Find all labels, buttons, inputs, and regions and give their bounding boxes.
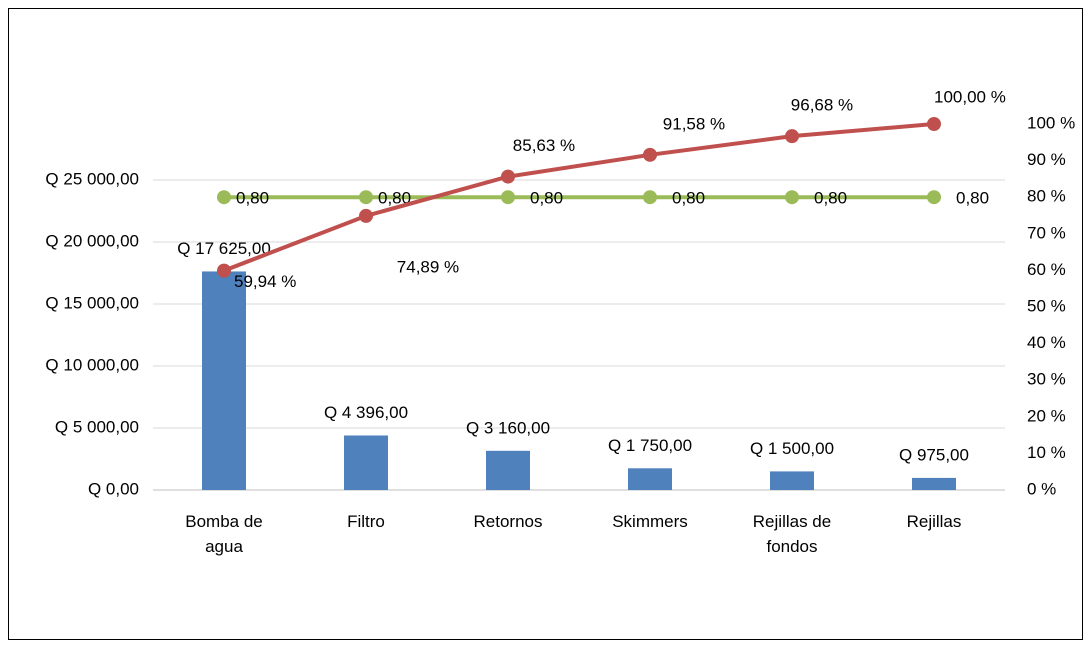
line-value-label: 74,89 % [397,257,459,276]
y2-tick-label: 30 % [1027,370,1066,389]
line-value-label: 0,80 [814,189,847,208]
line-value-label: 85,63 % [513,136,575,155]
line-point [501,190,515,205]
y-tick-label: Q 15 000,00 [45,293,139,312]
line-value-label: 0,80 [236,189,269,208]
bar-value-label: Q 17 625,00 [177,239,271,258]
y-tick-label: Q 10 000,00 [45,355,139,374]
y2-tick-label: 50 % [1027,296,1066,315]
line-point [501,169,515,184]
y-tick-label: Q 5 000,00 [55,417,139,436]
x-tick-label: Filtro [347,512,385,531]
y2-tick-label: 0 % [1027,479,1056,498]
y-tick-label: Q 0,00 [88,479,139,498]
y2-tick-label: 60 % [1027,260,1066,279]
bar [344,435,388,490]
bar [912,477,956,490]
y2-tick-label: 70 % [1027,223,1066,242]
x-tick-label: Retornos [473,512,543,531]
line-point [785,129,799,144]
x-tick-label: Rejillas [906,512,962,531]
line-series [223,122,935,273]
y-tick-label: Q 20 000,00 [45,231,139,250]
bar [486,450,530,490]
chart-border [8,8,1083,640]
line-value-label: 0,80 [530,189,563,208]
line-point [359,208,373,223]
line-point [359,190,373,205]
bar-value-label: Q 4 396,00 [324,403,408,422]
bar [202,271,246,490]
x-tick-label: Rejillas de fondos [752,512,832,556]
bar-value-label: Q 1 750,00 [608,436,692,455]
y2-tick-label: 100 % [1027,113,1075,132]
bar [628,468,672,490]
line-point [643,147,657,162]
bar-value-label: Q 1 500,00 [750,439,834,458]
line-point [643,190,657,205]
bar-value-label: Q 975,00 [899,445,969,464]
x-tick-label: Bomba de agua [185,512,263,556]
line-point [785,190,799,205]
line-point [217,190,231,205]
line-value-label: 100,00 % [934,87,1006,106]
y2-tick-label: 10 % [1027,443,1066,462]
line-value-label: 0,80 [672,189,705,208]
line-point [927,117,941,131]
x-tick-label: Skimmers [612,512,688,531]
line-value-label: 0,80 [378,189,411,208]
y-tick-label: Q 25 000,00 [45,169,139,188]
line-value-label: 96,68 % [791,96,853,115]
y2-tick-label: 40 % [1027,333,1066,352]
line-value-label: 0,80 [956,189,989,208]
y2-tick-label: 20 % [1027,406,1066,425]
y2-tick-label: 90 % [1027,150,1066,169]
line-value-label: 59,94 % [234,272,296,291]
bar [770,471,814,490]
line-value-label: 91,58 % [663,114,725,133]
line-point [927,190,941,205]
y2-tick-label: 80 % [1027,187,1066,206]
line-point [217,263,231,278]
bar-value-label: Q 3 160,00 [466,418,550,437]
